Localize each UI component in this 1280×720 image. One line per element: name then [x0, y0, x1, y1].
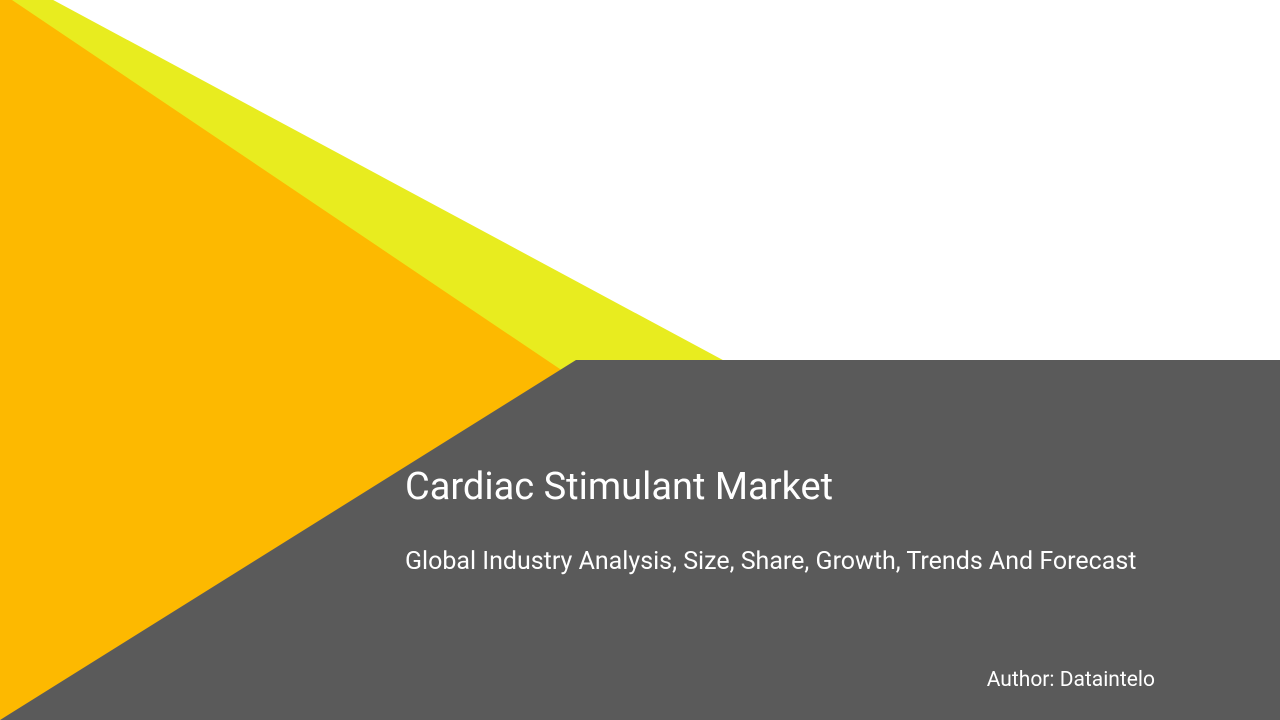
slide-subtitle: Global Industry Analysis, Size, Share, G… [405, 537, 1136, 587]
content-area: Cardiac Stimulant Market Global Industry… [405, 465, 1136, 587]
author-label: Author: Dataintelo [987, 668, 1155, 692]
slide-title: Cardiac Stimulant Market [405, 465, 1136, 509]
